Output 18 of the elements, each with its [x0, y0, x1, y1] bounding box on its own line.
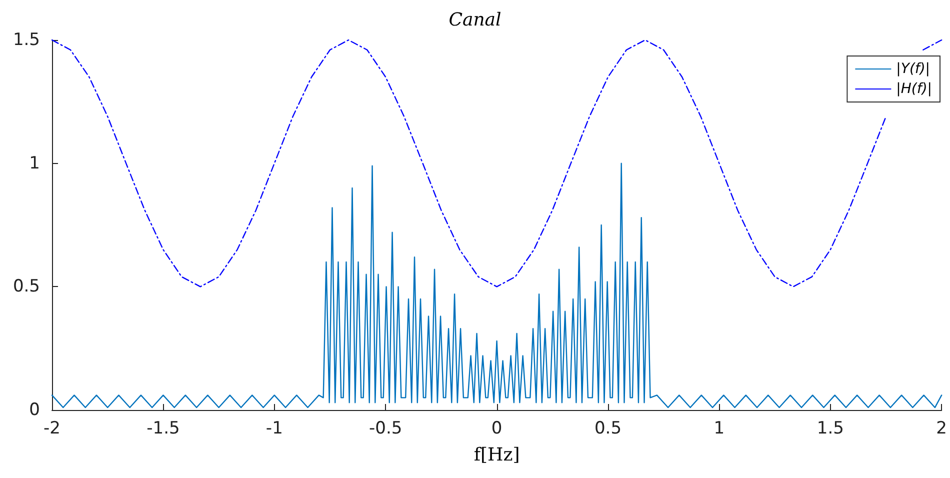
chart-title: Canal	[448, 10, 502, 30]
y-tick-label: 0	[29, 400, 40, 420]
y-tick-label: 1.5	[12, 30, 40, 50]
x-tick-label: -1	[266, 418, 283, 438]
x-tick-label: -0.5	[369, 418, 402, 438]
x-tick-label: 0	[491, 418, 502, 438]
x-tick-label: 1.5	[816, 418, 844, 438]
x-tick-label: 1	[714, 418, 725, 438]
line-series	[51, 162, 942, 408]
legend-label: |H(f)|	[896, 81, 932, 97]
y-tick-label: 1	[29, 153, 40, 174]
y-tick-label: 0.5	[12, 276, 40, 297]
x-tick-label: 0.5	[594, 418, 622, 438]
x-tick-label: -1.5	[146, 418, 180, 438]
x-tick-label: 2	[936, 418, 948, 438]
x-axis-title: f[Hz]	[474, 444, 520, 466]
legend-label: |Y(f)|	[896, 61, 930, 77]
x-tick-label: -2	[44, 418, 60, 438]
